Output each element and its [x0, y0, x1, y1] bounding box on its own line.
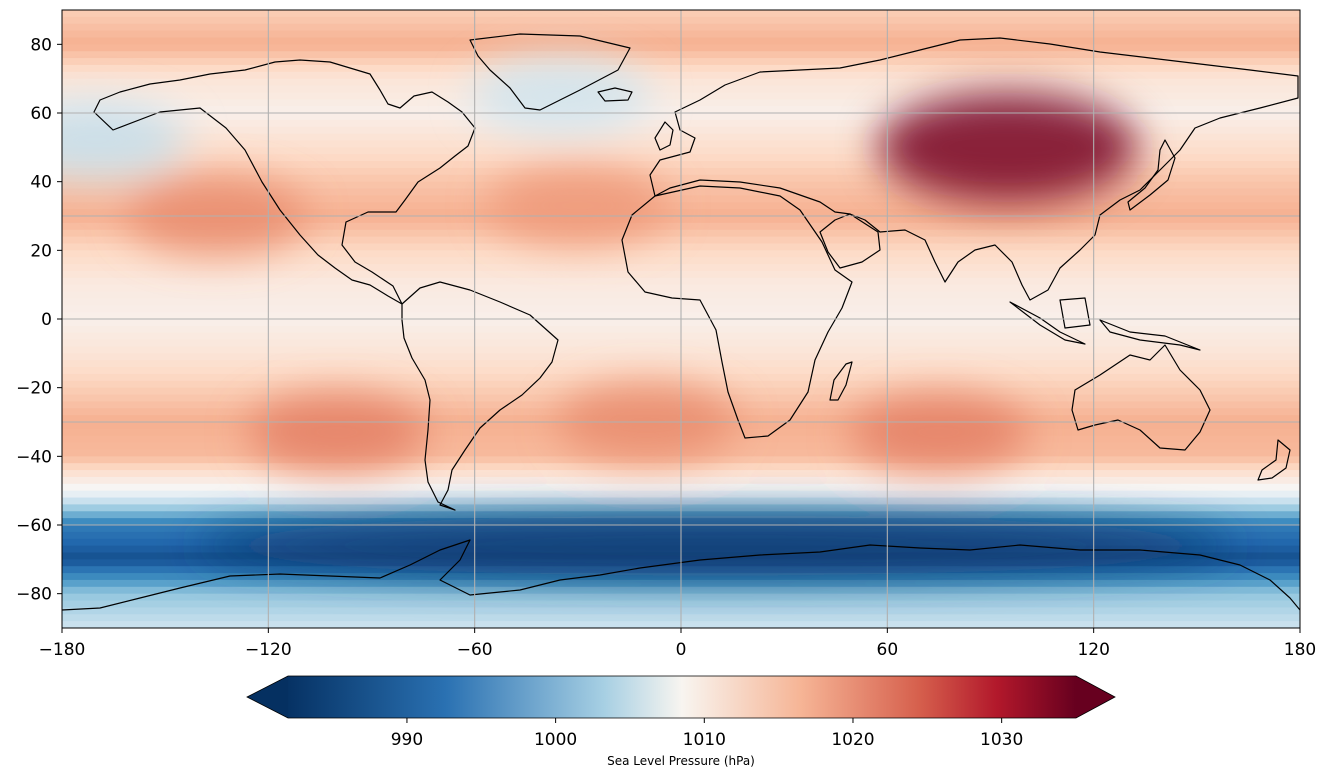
x-tick-label: −60	[457, 640, 493, 660]
pressure-feature	[877, 92, 1138, 203]
coastline-iceland	[597, 87, 633, 102]
pressure-feature	[247, 394, 428, 471]
pressure-features	[62, 57, 1236, 576]
y-tick-label: −20	[16, 379, 52, 399]
x-tick-label: −180	[39, 640, 86, 660]
colorbar-label: Sea Level Pressure (hPa)	[607, 754, 755, 768]
colorbar-tick-label: 1020	[831, 730, 874, 750]
y-tick-label: 60	[30, 104, 52, 124]
coastline-greenland	[469, 33, 631, 111]
coastline-antarctica	[62, 539, 1300, 611]
y-axis: −80 −60 −40 −20 0 20 40 60 80	[16, 35, 62, 605]
x-tick-label: 0	[676, 640, 687, 660]
coastline-arabia	[819, 213, 881, 269]
colorbar-body	[288, 676, 1076, 718]
y-tick-label: −60	[16, 516, 52, 536]
colorbar-tick-label: 1030	[980, 730, 1023, 750]
y-tick-label: 40	[30, 173, 52, 193]
pressure-feature	[487, 167, 668, 244]
y-tick-label: 80	[30, 35, 52, 55]
y-tick-label: 20	[30, 241, 52, 261]
coastline-australia	[1071, 344, 1211, 451]
coastline-new-zealand	[1257, 439, 1291, 481]
plot-area	[62, 10, 1300, 628]
y-tick-label: −80	[16, 585, 52, 605]
coastline-eurasia	[649, 37, 1299, 301]
y-tick-label: −40	[16, 447, 52, 467]
y-tick-label: 0	[41, 310, 52, 330]
colorbar-ticks: 990 1000 1010 1020 1030	[391, 718, 1023, 750]
x-tick-label: 180	[1284, 640, 1316, 660]
colorbar-tick-label: 1000	[534, 730, 577, 750]
coastline-north-america	[93, 59, 476, 305]
x-tick-label: 120	[1077, 640, 1109, 660]
coastline-british-isles	[654, 121, 674, 151]
coastline-madagascar	[829, 361, 853, 401]
coastline-africa	[621, 185, 853, 439]
gridlines	[62, 10, 1300, 628]
x-axis: −180 −120 −60 0 60 120 180	[39, 628, 1316, 660]
pressure-feature	[195, 515, 1236, 576]
coastline-japan	[1127, 139, 1176, 211]
pressure-feature	[848, 394, 1029, 471]
pressure-feature	[62, 102, 187, 179]
coastlines	[62, 33, 1300, 611]
colorbar: 990 1000 1010 1020 1030 Sea Level Pressure (…	[246, 675, 1116, 768]
coastline-south-america	[401, 281, 559, 511]
x-tick-label: −120	[245, 640, 292, 660]
x-tick-label: 60	[877, 640, 899, 660]
colorbar-tick-label: 1010	[683, 730, 726, 750]
colorbar-outline	[246, 675, 1116, 719]
colorbar-extend-high	[1076, 676, 1115, 718]
pressure-feature	[470, 57, 651, 134]
colorbar-extend-low	[247, 676, 288, 718]
colorbar-tick-label: 990	[391, 730, 423, 750]
